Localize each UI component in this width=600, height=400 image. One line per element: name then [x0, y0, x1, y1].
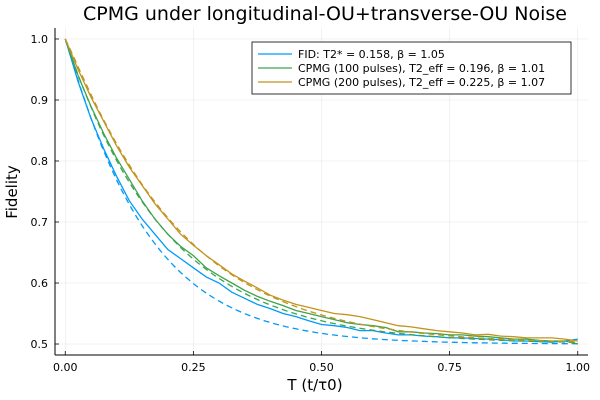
legend-box	[251, 41, 572, 95]
y-tick-label: 0.8	[31, 155, 49, 168]
y-tick-label: 0.7	[31, 216, 49, 229]
series-layer	[64, 38, 578, 345]
x-tick-label: 0.50	[309, 361, 334, 374]
y-axis-label: Fidelity	[3, 165, 21, 219]
legend-label-cpmg-100: CPMG (100 pulses), T2_eff = 0.196, β = 1…	[298, 62, 545, 75]
y-tick-label: 0.5	[31, 338, 49, 351]
axes: 0.00 0.25 0.50 0.75 1.00 0.5 0.6 0.7 0.8 0.9 1.0	[31, 28, 591, 374]
legend: FID: T2* = 0.158, β = 1.05 CPMG (100 pul…	[251, 41, 572, 95]
series-fit-2	[64, 38, 578, 343]
legend-label-fid: FID: T2* = 0.158, β = 1.05	[298, 48, 445, 61]
chart-title: CPMG under longitudinal-OU+transverse-OU…	[83, 3, 567, 25]
y-tick-label: 1.0	[31, 33, 49, 46]
x-tick-label: 0.25	[181, 361, 206, 374]
y-tick-label: 0.9	[31, 94, 49, 107]
legend-label-cpmg-200: CPMG (200 pulses), T2_eff = 0.225, β = 1…	[298, 76, 545, 89]
series-fit-1	[64, 38, 578, 343]
x-tick-label: 0.00	[53, 361, 78, 374]
series-fit-0	[64, 38, 578, 345]
x-tick-label: 1.00	[566, 361, 591, 374]
x-tick-label: 0.75	[437, 361, 462, 374]
y-tick-label: 0.6	[31, 277, 49, 290]
series-line-2	[64, 38, 578, 342]
x-axis-label: T (t/τ0)	[286, 376, 342, 394]
